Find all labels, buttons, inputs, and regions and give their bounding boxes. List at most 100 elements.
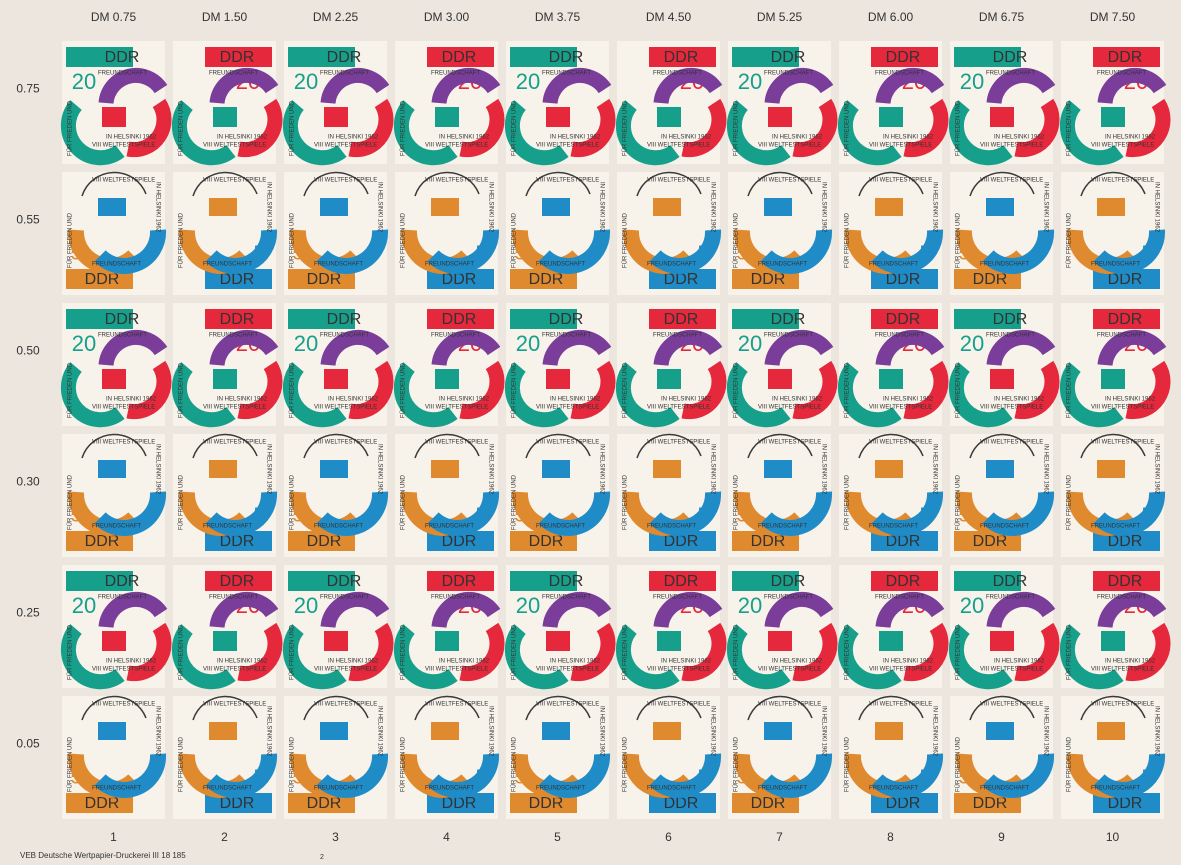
- ring: [414, 433, 480, 459]
- country: DDR: [993, 311, 1028, 328]
- color-band: [954, 47, 1021, 67]
- motto: FÜR FRIEDEN UND: [955, 736, 962, 792]
- value: 20: [960, 593, 984, 618]
- country: DDR: [1108, 271, 1143, 288]
- event: IN HELSINKI 1962: [1105, 659, 1156, 665]
- emblem: [324, 369, 348, 389]
- color-band: [649, 571, 716, 591]
- ring: [320, 67, 390, 105]
- ring: [60, 362, 125, 428]
- motto: FREUNDSCHAFT: [1091, 786, 1140, 792]
- ring: [871, 753, 944, 798]
- event: VIII WELTFESTSPIELE: [314, 405, 377, 411]
- event: VIII WELTFESTSPIELE: [647, 440, 710, 446]
- event: IN HELSINKI 1962: [772, 135, 823, 141]
- emblem: [1101, 369, 1125, 389]
- ring: [726, 624, 791, 690]
- event: VIII WELTFESTSPIELE: [314, 143, 377, 149]
- ring: [969, 433, 1035, 459]
- country: DDR: [327, 49, 362, 66]
- value: 20: [516, 593, 540, 618]
- event: IN HELSINKI 1962: [265, 182, 271, 233]
- ring: [205, 229, 278, 274]
- country: DDR: [327, 311, 362, 328]
- emblem: [1097, 460, 1125, 478]
- event: VIII WELTFESTSPIELE: [869, 143, 932, 149]
- motto: FREUNDSCHAFT: [98, 333, 147, 339]
- country: DDR: [220, 795, 255, 812]
- column-number: 9: [998, 830, 1005, 844]
- ring: [126, 622, 172, 682]
- ring: [760, 753, 833, 798]
- event: IN HELSINKI 1962: [1153, 444, 1159, 495]
- ring: [615, 362, 680, 428]
- column-number: 8: [887, 830, 894, 844]
- country: DDR: [220, 271, 255, 288]
- emblem: [542, 198, 570, 216]
- color-band: [427, 47, 494, 67]
- ring: [282, 362, 347, 428]
- emblem: [209, 722, 237, 740]
- ring: [459, 98, 505, 158]
- motto: FÜR FRIEDEN UND: [844, 624, 851, 680]
- motto: FREUNDSCHAFT: [431, 595, 480, 601]
- country: DDR: [442, 533, 477, 550]
- event: IN HELSINKI 1962: [487, 706, 493, 757]
- ring: [192, 695, 258, 721]
- color-band: [66, 531, 133, 551]
- motto: FÜR FRIEDEN UND: [955, 100, 962, 156]
- color-band: [205, 269, 272, 289]
- event: IN HELSINKI 1962: [598, 706, 604, 757]
- ring: [636, 433, 702, 459]
- color-band: [510, 47, 577, 67]
- event: VIII WELTFESTSPIELE: [1091, 143, 1154, 149]
- event: IN HELSINKI 1962: [376, 182, 382, 233]
- ring: [764, 329, 834, 367]
- emblem: [213, 107, 237, 127]
- ring: [948, 362, 1013, 428]
- color-band: [66, 571, 133, 591]
- event: IN HELSINKI 1962: [883, 659, 934, 665]
- ring: [316, 753, 389, 798]
- country: DDR: [1108, 795, 1143, 812]
- motto: FÜR FRIEDEN UND: [733, 736, 740, 792]
- country: DDR: [529, 271, 564, 288]
- country: DDR: [886, 311, 921, 328]
- event: VIII WELTFESTSPIELE: [869, 178, 932, 184]
- event: VIII WELTFESTSPIELE: [92, 143, 155, 149]
- ring: [94, 491, 167, 536]
- motto: FÜR FRIEDEN UND: [733, 474, 740, 530]
- country: DDR: [973, 533, 1008, 550]
- emblem: [435, 107, 459, 127]
- color-band: [732, 47, 799, 67]
- color-band: [871, 793, 938, 813]
- ring: [1125, 360, 1171, 420]
- motto: FREUNDSCHAFT: [1091, 524, 1140, 530]
- row-value: 0.75: [16, 82, 40, 96]
- ring: [81, 171, 147, 197]
- event: VIII WELTFESTSPIELE: [758, 178, 821, 184]
- color-band: [205, 47, 272, 67]
- motto: FREUNDSCHAFT: [653, 71, 702, 77]
- event: IN HELSINKI 1962: [709, 444, 715, 495]
- ring: [649, 229, 722, 274]
- event: VIII WELTFESTSPIELE: [425, 178, 488, 184]
- event: VIII WELTFESTSPIELE: [536, 702, 599, 708]
- value: 20: [960, 69, 984, 94]
- motto: FÜR FRIEDEN UND: [400, 474, 407, 530]
- ring: [792, 622, 838, 682]
- color-band: [954, 531, 1021, 551]
- color-band: [649, 269, 716, 289]
- ring: [542, 67, 612, 105]
- event: IN HELSINKI 1962: [709, 706, 715, 757]
- value: 20: [294, 69, 318, 94]
- event: IN HELSINKI 1962: [772, 659, 823, 665]
- event: VIII WELTFESTSPIELE: [758, 405, 821, 411]
